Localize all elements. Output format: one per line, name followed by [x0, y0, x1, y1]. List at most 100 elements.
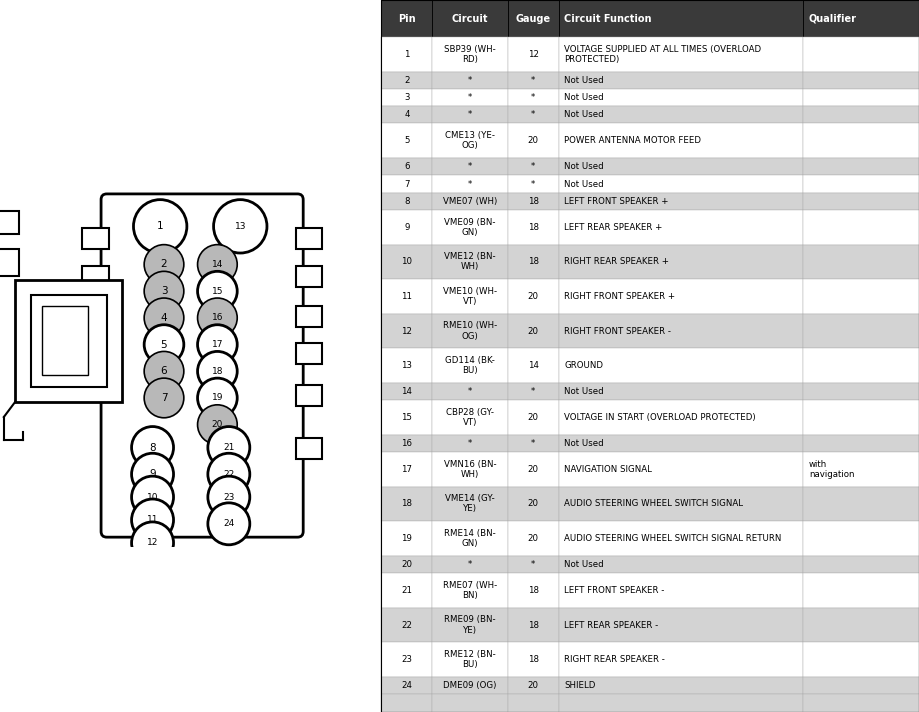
- FancyBboxPatch shape: [296, 306, 323, 328]
- Circle shape: [198, 352, 237, 391]
- Text: 8: 8: [404, 197, 410, 206]
- Text: SHIELD: SHIELD: [564, 681, 596, 690]
- Bar: [803, 452, 919, 487]
- Bar: [559, 314, 803, 348]
- Text: 18: 18: [528, 586, 539, 595]
- Bar: [507, 435, 559, 452]
- Bar: [507, 694, 559, 712]
- Bar: [433, 123, 507, 158]
- Text: AUDIO STEERING WHEEL SWITCH SIGNAL: AUDIO STEERING WHEEL SWITCH SIGNAL: [564, 499, 743, 508]
- Bar: [803, 89, 919, 106]
- Circle shape: [208, 454, 250, 496]
- Bar: [433, 348, 507, 383]
- Text: 18: 18: [528, 197, 539, 206]
- Text: 21: 21: [223, 443, 234, 452]
- Bar: [433, 383, 507, 400]
- Text: 12: 12: [147, 538, 158, 548]
- Bar: [507, 521, 559, 556]
- Bar: [507, 400, 559, 435]
- Bar: [507, 608, 559, 642]
- Bar: [559, 400, 803, 435]
- Text: 18: 18: [528, 257, 539, 266]
- Bar: [803, 608, 919, 642]
- Text: with
navigation: with navigation: [809, 460, 855, 479]
- Text: *: *: [468, 387, 472, 396]
- Text: 19: 19: [402, 534, 413, 543]
- Text: RIGHT FRONT SPEAKER -: RIGHT FRONT SPEAKER -: [564, 327, 671, 335]
- Text: LEFT FRONT SPEAKER -: LEFT FRONT SPEAKER -: [564, 586, 664, 595]
- Text: 10: 10: [147, 493, 158, 502]
- Circle shape: [144, 271, 184, 311]
- Text: VME09 (BN-
GN): VME09 (BN- GN): [445, 218, 496, 237]
- Text: Not Used: Not Used: [564, 110, 604, 120]
- Text: RME14 (BN-
GN): RME14 (BN- GN): [444, 529, 496, 548]
- Text: 21: 21: [402, 586, 413, 595]
- Bar: [559, 106, 803, 123]
- Bar: [381, 314, 433, 348]
- Text: RME09 (BN-
YE): RME09 (BN- YE): [444, 615, 496, 634]
- Text: VOLTAGE SUPPLIED AT ALL TIMES (OVERLOAD
PROTECTED): VOLTAGE SUPPLIED AT ALL TIMES (OVERLOAD …: [564, 45, 761, 64]
- Text: 23: 23: [223, 493, 234, 502]
- Bar: [507, 72, 559, 89]
- Bar: [433, 244, 507, 279]
- Bar: [559, 521, 803, 556]
- Bar: [507, 158, 559, 175]
- Bar: [433, 573, 507, 608]
- Text: 20: 20: [528, 327, 539, 335]
- Text: 20: 20: [528, 499, 539, 508]
- Bar: [381, 677, 433, 694]
- FancyBboxPatch shape: [16, 280, 122, 402]
- Bar: [381, 0, 433, 37]
- Text: 20: 20: [528, 413, 539, 422]
- Text: VME14 (GY-
YE): VME14 (GY- YE): [445, 494, 495, 513]
- Text: SBP39 (WH-
RD): SBP39 (WH- RD): [444, 45, 496, 64]
- FancyBboxPatch shape: [296, 438, 323, 459]
- FancyBboxPatch shape: [0, 211, 19, 234]
- Bar: [381, 106, 433, 123]
- Bar: [381, 435, 433, 452]
- Bar: [559, 487, 803, 521]
- Text: 9: 9: [404, 223, 410, 232]
- Bar: [559, 175, 803, 193]
- Text: 2: 2: [161, 259, 167, 269]
- Text: 20: 20: [528, 681, 539, 690]
- Bar: [381, 452, 433, 487]
- Text: *: *: [468, 439, 472, 448]
- Bar: [433, 158, 507, 175]
- Text: AUDIO STEERING WHEEL SWITCH SIGNAL RETURN: AUDIO STEERING WHEEL SWITCH SIGNAL RETUR…: [564, 534, 781, 543]
- Text: LEFT FRONT SPEAKER +: LEFT FRONT SPEAKER +: [564, 197, 669, 206]
- Bar: [803, 244, 919, 279]
- Bar: [559, 193, 803, 210]
- Circle shape: [144, 245, 184, 284]
- Bar: [559, 452, 803, 487]
- FancyBboxPatch shape: [296, 266, 323, 288]
- Circle shape: [131, 522, 174, 564]
- Bar: [507, 348, 559, 383]
- Circle shape: [198, 298, 237, 337]
- Bar: [803, 573, 919, 608]
- Bar: [507, 279, 559, 314]
- Bar: [559, 279, 803, 314]
- Bar: [559, 37, 803, 72]
- Bar: [433, 175, 507, 193]
- Bar: [381, 608, 433, 642]
- Bar: [507, 123, 559, 158]
- Bar: [433, 37, 507, 72]
- Text: 17: 17: [402, 465, 413, 474]
- Text: 20: 20: [528, 136, 539, 145]
- Bar: [559, 694, 803, 712]
- Bar: [381, 573, 433, 608]
- Bar: [803, 556, 919, 573]
- Bar: [433, 435, 507, 452]
- Bar: [381, 175, 433, 193]
- Text: Not Used: Not Used: [564, 93, 604, 102]
- Text: *: *: [531, 75, 536, 85]
- Text: *: *: [468, 75, 472, 85]
- Text: CBP28 (GY-
VT): CBP28 (GY- VT): [446, 408, 494, 427]
- Text: 18: 18: [528, 223, 539, 232]
- Bar: [381, 37, 433, 72]
- Text: *: *: [531, 439, 536, 448]
- Bar: [507, 89, 559, 106]
- Text: RIGHT FRONT SPEAKER +: RIGHT FRONT SPEAKER +: [564, 292, 675, 301]
- Bar: [507, 677, 559, 694]
